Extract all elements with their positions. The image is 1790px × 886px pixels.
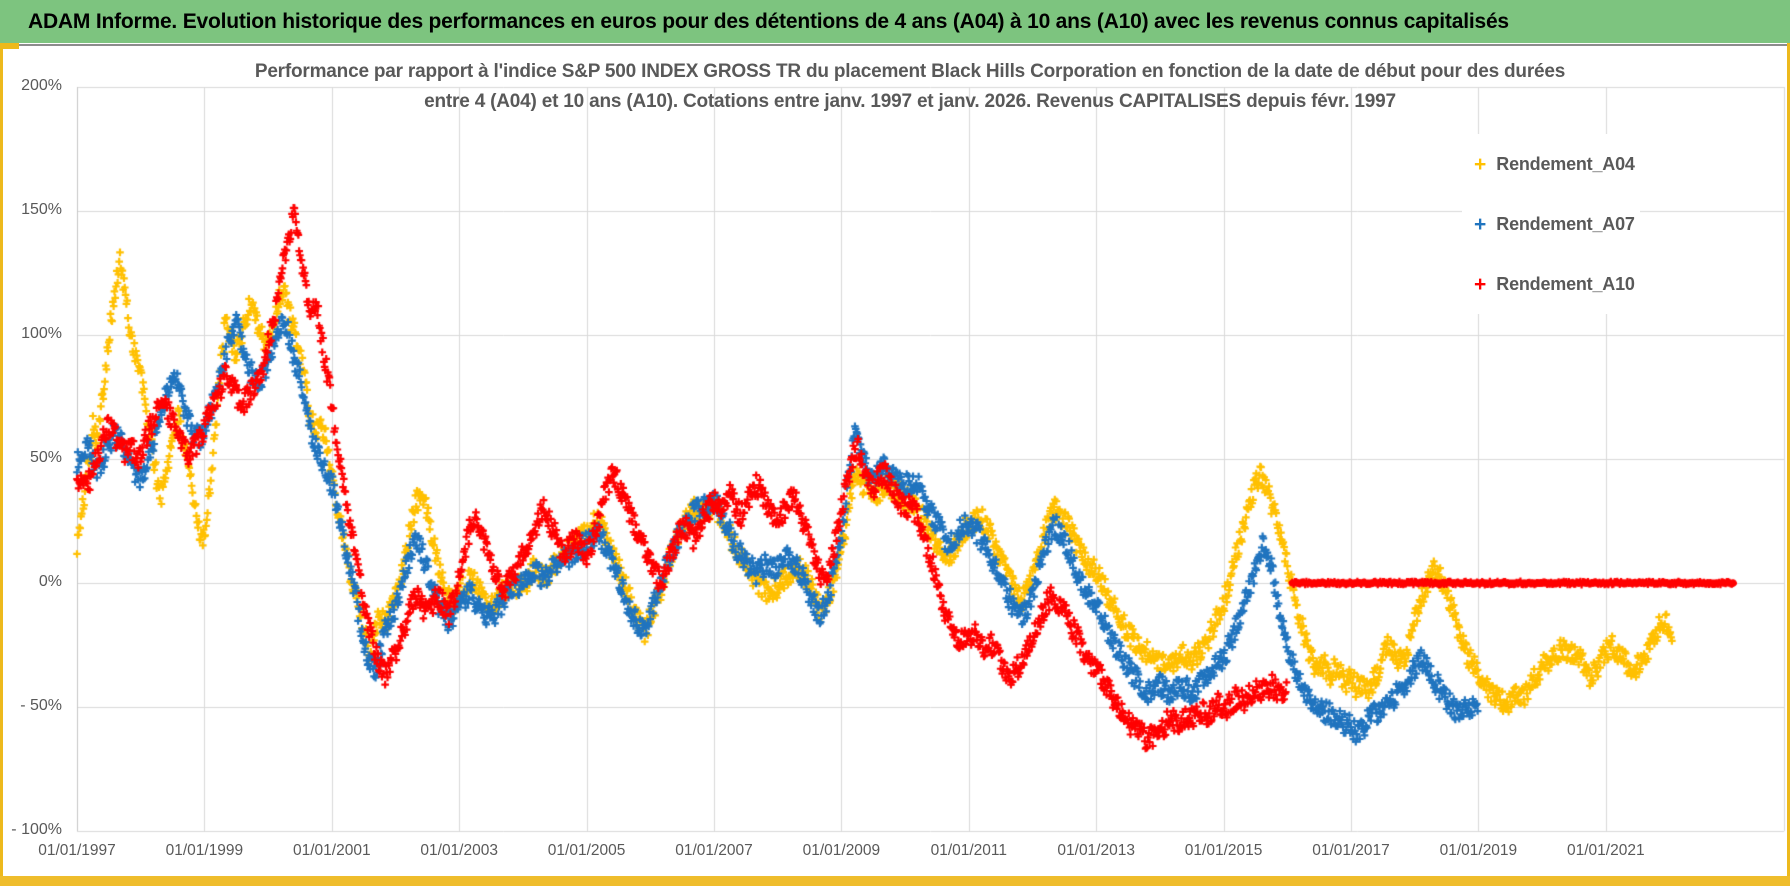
legend-item-label: Rendement_A07	[1496, 213, 1635, 234]
x-axis-tick-label: 01/01/2013	[1057, 842, 1135, 859]
legend-plus-marker-icon: +	[1474, 212, 1487, 236]
chart-title-line1: Performance par rapport à l'indice S&P 5…	[254, 61, 1566, 82]
legend: + Rendement_A04 + Rendement_A07 + Rendement_A…	[1462, 134, 1640, 314]
legend-plus-marker-icon: +	[1474, 272, 1487, 296]
legend-item-label: Rendement_A10	[1496, 273, 1635, 294]
x-axis-tick-label: 01/01/2017	[1312, 842, 1390, 859]
x-axis-tick-label: 01/01/2019	[1439, 842, 1518, 859]
x-axis-tick-label: 01/01/2007	[675, 842, 753, 859]
legend-item-rendement_a07[interactable]: + Rendement_A07	[1462, 194, 1640, 254]
chart-title: Performance par rapport à l'indice S&P 5…	[90, 57, 1730, 117]
x-axis-tick-label: 01/01/2001	[293, 842, 371, 859]
x-axis-tick-label: 01/01/2005	[547, 842, 626, 859]
x-axis-tick-label: 01/01/2003	[420, 842, 498, 859]
x-axis-tick-label: 01/01/2009	[802, 842, 881, 859]
x-axis-tick-label: 01/01/2015	[1184, 842, 1263, 859]
x-axis-tick-label: 01/01/1997	[38, 842, 116, 859]
y-axis-tick-label: 150%	[21, 201, 62, 218]
legend-item-rendement_a10[interactable]: + Rendement_A10	[1462, 254, 1640, 314]
legend-plus-marker-icon: +	[1474, 152, 1487, 176]
y-axis-tick-label: 200%	[21, 77, 62, 94]
x-axis-tick-label: 01/01/2011	[930, 842, 1008, 859]
x-axis-tick-label: 01/01/1999	[165, 842, 244, 859]
legend-item-rendement_a04[interactable]: + Rendement_A04	[1462, 134, 1640, 194]
y-axis-tick-label: - 100%	[11, 821, 62, 838]
legend-item-label: Rendement_A04	[1496, 153, 1635, 174]
y-axis-tick-label: 100%	[21, 325, 62, 342]
chart-title-line2: entre 4 (A04) et 10 ans (A10). Cotations…	[424, 91, 1396, 112]
y-axis-tick-label: 50%	[29, 449, 62, 466]
y-axis-tick-label: - 50%	[20, 697, 62, 714]
x-axis-tick-label: 01/01/2021	[1567, 842, 1645, 859]
y-axis-tick-label: 0%	[38, 573, 62, 590]
